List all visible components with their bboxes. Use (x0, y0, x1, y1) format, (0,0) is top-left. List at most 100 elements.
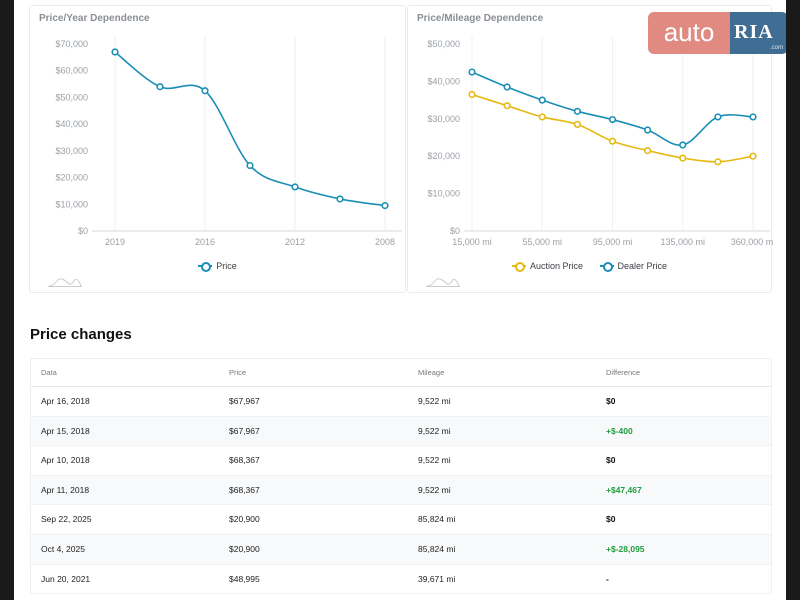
page: Price/Year Dependence $70,000 $60,000 $50,… (14, 0, 786, 600)
cell-difference: $0 (606, 455, 616, 466)
cell-price: $68,367 (229, 484, 260, 495)
price-year-y-tick-label: $0 (78, 226, 88, 236)
logo-com-text: .com (769, 45, 783, 51)
legend-marker-dealer-price (599, 262, 614, 272)
cell-mileage: 9,522 mi (418, 484, 451, 495)
table-row: Apr 15, 2018 $67,967 9,522 mi +$-400 (31, 416, 771, 447)
price-year-x-tick-label: 2016 (195, 237, 215, 247)
price-year-y-tick-label: $30,000 (55, 146, 88, 156)
price-year-data-point-price[interactable] (336, 195, 344, 203)
cell-date: Apr 10, 2018 (41, 455, 90, 466)
price-mileage-data-point-auction-price[interactable] (468, 90, 476, 99)
table-row: Jun 20, 2021 $48,995 39,671 mi - (31, 565, 771, 595)
logo-ria-text: RIA (734, 21, 774, 43)
price-mileage-data-point-dealer-price[interactable] (608, 115, 617, 124)
legend-label-auction-price: Auction Price (529, 261, 583, 271)
cell-price: $68,367 (229, 455, 260, 466)
price-year-chart: $70,000 $60,000 $50,000 $40,000 $30,000 $20,0… (55, 36, 402, 247)
price-year-chart-card: Price/Year Dependence $70,000 $60,000 $50,… (29, 5, 406, 293)
cell-price: $48,995 (229, 573, 260, 584)
cell-mileage: 85,824 mi (418, 514, 456, 525)
table-row: Sep 22, 2025 $20,900 85,824 mi $0 (31, 505, 771, 535)
price-mileage-data-point-auction-price[interactable] (749, 152, 757, 160)
price-mileage-data-point-auction-price[interactable] (644, 146, 652, 155)
price-year-y-tick-label: $60,000 (55, 66, 88, 76)
price-mileage-y-tick-label: $20,000 (427, 151, 460, 161)
table-row: Apr 10, 2018 $68,367 9,522 mi $0 (31, 446, 771, 476)
price-year-x-tick-label: 2019 (105, 237, 125, 247)
cell-difference: +$47,467 (606, 484, 642, 495)
legend-marker-auction-price (511, 262, 526, 272)
cell-date: Apr 16, 2018 (41, 396, 90, 406)
price-changes-table: Data Price Mileage Difference Apr 16, 20… (30, 358, 772, 595)
legend-marker-price (198, 262, 213, 272)
cell-mileage: 39,671 mi (418, 573, 456, 584)
price-mileage-data-point-auction-price[interactable] (538, 113, 546, 121)
sparkline-icon (48, 278, 82, 287)
cell-date: Jun 20, 2021 (41, 573, 91, 584)
price-year-data-point-price[interactable] (156, 83, 164, 91)
price-mileage-x-tick-label: 15,000 mi (452, 237, 492, 247)
price-year-data-point-price[interactable] (381, 202, 389, 210)
price-year-y-tick-label: $20,000 (55, 173, 88, 183)
legend-item-dealer-price[interactable]: Dealer Price (599, 261, 667, 272)
price-mileage-data-point-dealer-price[interactable] (573, 107, 581, 115)
price-mileage-legend: Auction Price Dealer Price (408, 261, 771, 272)
legend-item-price[interactable]: Price (198, 261, 237, 272)
price-year-chart-title: Price/Year Dependence (39, 13, 150, 24)
price-mileage-data-point-dealer-price[interactable] (538, 96, 546, 104)
price-mileage-data-point-dealer-price[interactable] (749, 113, 757, 121)
price-mileage-y-tick-label: $30,000 (427, 114, 460, 124)
header-difference: Difference (606, 368, 641, 377)
cell-date: Oct 4, 2025 (41, 543, 85, 554)
price-mileage-y-tick-label: $0 (450, 226, 460, 236)
price-mileage-data-point-auction-price[interactable] (679, 154, 687, 162)
autoria-logo[interactable]: auto RIA .com (648, 12, 786, 54)
price-mileage-data-point-auction-price[interactable] (608, 137, 617, 145)
price-mileage-x-tick-label: 95,000 mi (593, 237, 633, 247)
price-year-data-point-price[interactable] (291, 183, 299, 191)
price-mileage-data-point-auction-price[interactable] (503, 102, 511, 110)
cell-price: $20,900 (229, 543, 260, 554)
price-year-x-tick-label: 2008 (375, 237, 395, 247)
price-mileage-data-point-dealer-price[interactable] (679, 141, 687, 149)
table-row: Apr 11, 2018 $68,367 9,522 mi +$47,467 (31, 475, 771, 506)
price-mileage-x-tick-label: 55,000 mi (522, 237, 562, 247)
header-data: Data (41, 368, 57, 377)
cell-difference: $0 (606, 396, 616, 406)
price-mileage-data-point-auction-price[interactable] (573, 120, 581, 129)
price-year-y-tick-label: $40,000 (55, 119, 88, 129)
cell-difference: +$-28,095 (606, 543, 645, 554)
logo-auto-text: auto (648, 12, 730, 54)
cell-difference: $0 (606, 514, 616, 525)
cell-price: $20,900 (229, 514, 260, 525)
price-year-x-tick-label: 2012 (285, 237, 305, 247)
price-mileage-x-tick-label: 135,000 mi (660, 237, 705, 247)
price-mileage-chart: $50,000 $40,000 $30,000 $20,000 $10,000 $015,… (427, 36, 773, 247)
price-mileage-data-point-dealer-price[interactable] (644, 126, 652, 134)
cell-mileage: 9,522 mi (418, 455, 451, 466)
price-mileage-data-point-dealer-price[interactable] (714, 113, 722, 121)
cell-mileage: 9,522 mi (418, 396, 451, 406)
price-mileage-y-tick-label: $10,000 (427, 189, 460, 199)
price-mileage-y-tick-label: $40,000 (427, 76, 460, 86)
price-mileage-data-point-dealer-price[interactable] (503, 83, 511, 91)
price-mileage-x-tick-label: 360,000 mi (731, 237, 773, 247)
price-year-legend: Price (30, 261, 405, 272)
legend-label-price: Price (216, 261, 237, 271)
cell-mileage: 85,824 mi (418, 543, 456, 554)
cell-difference: - (606, 573, 609, 584)
legend-item-auction-price[interactable]: Auction Price (511, 261, 583, 272)
price-year-series-line-price (114, 51, 386, 207)
price-mileage-data-point-dealer-price[interactable] (468, 68, 476, 76)
cell-price: $67,967 (229, 396, 260, 406)
price-year-data-point-price[interactable] (111, 48, 119, 56)
header-mileage: Mileage (418, 368, 445, 377)
logo-ria-block: RIA .com (730, 12, 786, 54)
cell-price: $67,967 (229, 425, 260, 436)
price-year-data-point-price[interactable] (201, 87, 209, 95)
cell-difference: +$-400 (606, 425, 633, 436)
price-changes-title: Price changes (30, 326, 132, 343)
price-year-data-point-price[interactable] (246, 161, 254, 170)
price-mileage-data-point-auction-price[interactable] (714, 158, 722, 166)
